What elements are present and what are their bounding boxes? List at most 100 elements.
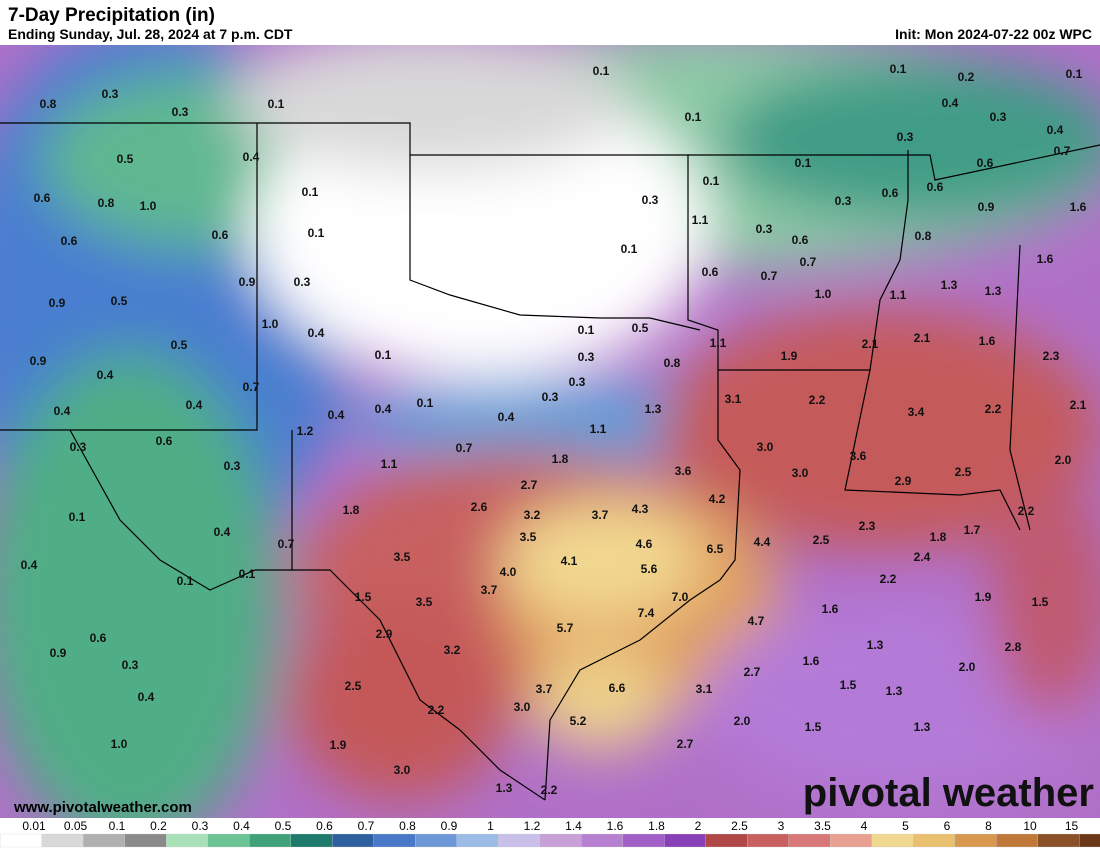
legend-swatch [871, 833, 914, 848]
precip-label: 1.8 [930, 530, 947, 544]
legend-label: 1 [487, 819, 494, 833]
legend-label: 0.2 [150, 819, 167, 833]
precip-label: 0.8 [40, 97, 57, 111]
precip-label: 1.3 [645, 402, 662, 416]
precip-label: 1.5 [355, 590, 372, 604]
precip-label: 1.6 [803, 654, 820, 668]
precip-label: 6.6 [609, 681, 626, 695]
precip-label: 1.1 [890, 288, 907, 302]
precip-label: 0.1 [703, 174, 720, 188]
map-labels: 0.8 0.3 0.3 0.1 0.1 0.1 0.1 0.2 0.1 0.4 0.3 0.4 0.5 0… [21, 62, 1087, 797]
precip-label: 1.1 [692, 213, 709, 227]
precip-label: 0.1 [685, 110, 702, 124]
precip-label: 2.1 [914, 331, 931, 345]
precip-label: 0.1 [1066, 67, 1083, 81]
legend-swatch [456, 833, 499, 848]
precip-label: 1.6 [1037, 252, 1054, 266]
precip-label: 0.3 [122, 658, 139, 672]
precip-label: 1.6 [1070, 200, 1087, 214]
legend-label: 6 [944, 819, 951, 833]
legend-swatch [1079, 833, 1100, 848]
precip-label: 0.3 [224, 459, 241, 473]
legend-label: 0.9 [441, 819, 458, 833]
precip-label: 2.1 [862, 337, 879, 351]
legend-swatch [290, 833, 333, 848]
legend-label: 10 [1023, 819, 1037, 833]
precip-label: 0.4 [1047, 123, 1064, 137]
legend-swatch [415, 833, 457, 848]
legend-label: 8 [985, 819, 992, 833]
init-time: Init: Mon 2024-07-22 00z WPC [895, 26, 1092, 42]
precip-label: 2.1 [1070, 398, 1087, 412]
precip-label: 3.0 [792, 466, 809, 480]
precip-label: 4.2 [709, 492, 726, 506]
legend-label: 0.01 [22, 819, 46, 833]
precip-label: 2.0 [734, 714, 751, 728]
legend-label: 0.7 [358, 819, 375, 833]
precip-label: 0.3 [294, 275, 311, 289]
precip-label: 0.3 [569, 375, 586, 389]
precip-label: 0.3 [756, 222, 773, 236]
precip-label: 0.6 [927, 180, 944, 194]
precip-label: 4.3 [632, 502, 649, 516]
precip-label: 0.1 [268, 97, 285, 111]
precip-label: 1.3 [867, 638, 884, 652]
precip-label: 0.6 [61, 234, 78, 248]
precip-label: 1.3 [941, 278, 958, 292]
legend-swatch [913, 833, 955, 848]
precip-label: 0.6 [792, 233, 809, 247]
precip-label: 0.3 [102, 87, 119, 101]
precip-label: 0.6 [882, 186, 899, 200]
precip-label: 1.3 [914, 720, 931, 734]
precip-label: 0.8 [98, 196, 115, 210]
legend-swatch [1037, 833, 1080, 848]
precip-label: 1.5 [805, 720, 822, 734]
boundaries [0, 122, 1100, 801]
precip-label: 2.4 [914, 550, 931, 564]
precip-label: 3.0 [514, 700, 531, 714]
precip-label: 0.3 [897, 130, 914, 144]
title: 7-Day Precipitation (in) [8, 5, 215, 26]
precip-label: 0.1 [302, 185, 319, 199]
legend-swatch [664, 833, 706, 848]
precip-label: 0.7 [456, 441, 473, 455]
precip-label: 1.0 [140, 199, 157, 213]
precip-label: 2.3 [1043, 349, 1060, 363]
precip-label: 3.5 [394, 550, 411, 564]
precip-label: 0.4 [138, 690, 155, 704]
precip-label: 2.5 [955, 465, 972, 479]
legend-swatch [124, 833, 167, 848]
legend-label: 15 [1065, 819, 1079, 833]
precip-label: 0.3 [172, 105, 189, 119]
precip-label: 0.1 [417, 396, 434, 410]
precip-label: 3.1 [725, 392, 742, 406]
legend-swatch [332, 833, 374, 848]
precip-label: 0.6 [90, 631, 107, 645]
precip-label: 0.1 [308, 226, 325, 240]
legend-label: 2 [695, 819, 702, 833]
legend-label: 2.5 [731, 819, 748, 833]
precip-label: 3.6 [850, 449, 867, 463]
legend-swatch [207, 833, 250, 848]
legend-swatch [41, 833, 84, 848]
precip-label: 0.6 [156, 434, 173, 448]
precip-label: 3.5 [520, 530, 537, 544]
precip-label: 0.8 [664, 356, 681, 370]
precip-label: 3.6 [675, 464, 692, 478]
precip-label: 0.7 [761, 269, 778, 283]
precip-label: 0.4 [308, 326, 325, 340]
precip-label: 2.0 [1055, 453, 1072, 467]
precip-label: 1.6 [822, 602, 839, 616]
legend-label: 0.05 [64, 819, 88, 833]
precip-label: 3.7 [592, 508, 609, 522]
precip-label: 0.6 [212, 228, 229, 242]
precip-label: 1.3 [886, 684, 903, 698]
legend-swatch [581, 833, 623, 848]
precip-label: 1.6 [979, 334, 996, 348]
precip-label: 0.4 [214, 525, 231, 539]
precip-label: 0.8 [915, 229, 932, 243]
precip-label: 1.0 [815, 287, 832, 301]
precip-label: 1.9 [781, 349, 798, 363]
precip-label: 0.6 [702, 265, 719, 279]
precip-label: 0.9 [30, 354, 47, 368]
